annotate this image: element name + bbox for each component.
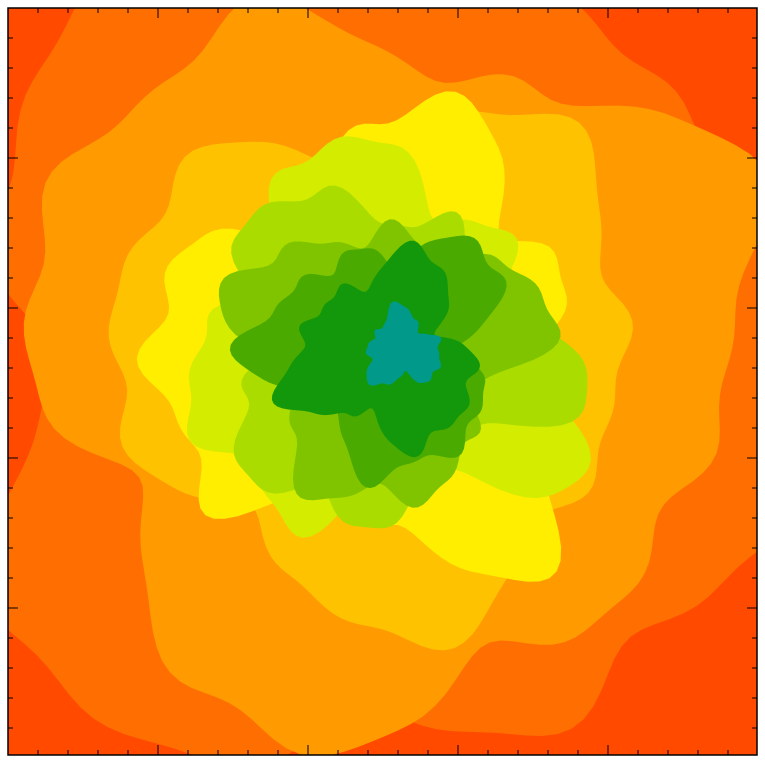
frame-ticks [7, 7, 757, 755]
plot-frame [7, 7, 758, 756]
contour-band [365, 301, 442, 386]
